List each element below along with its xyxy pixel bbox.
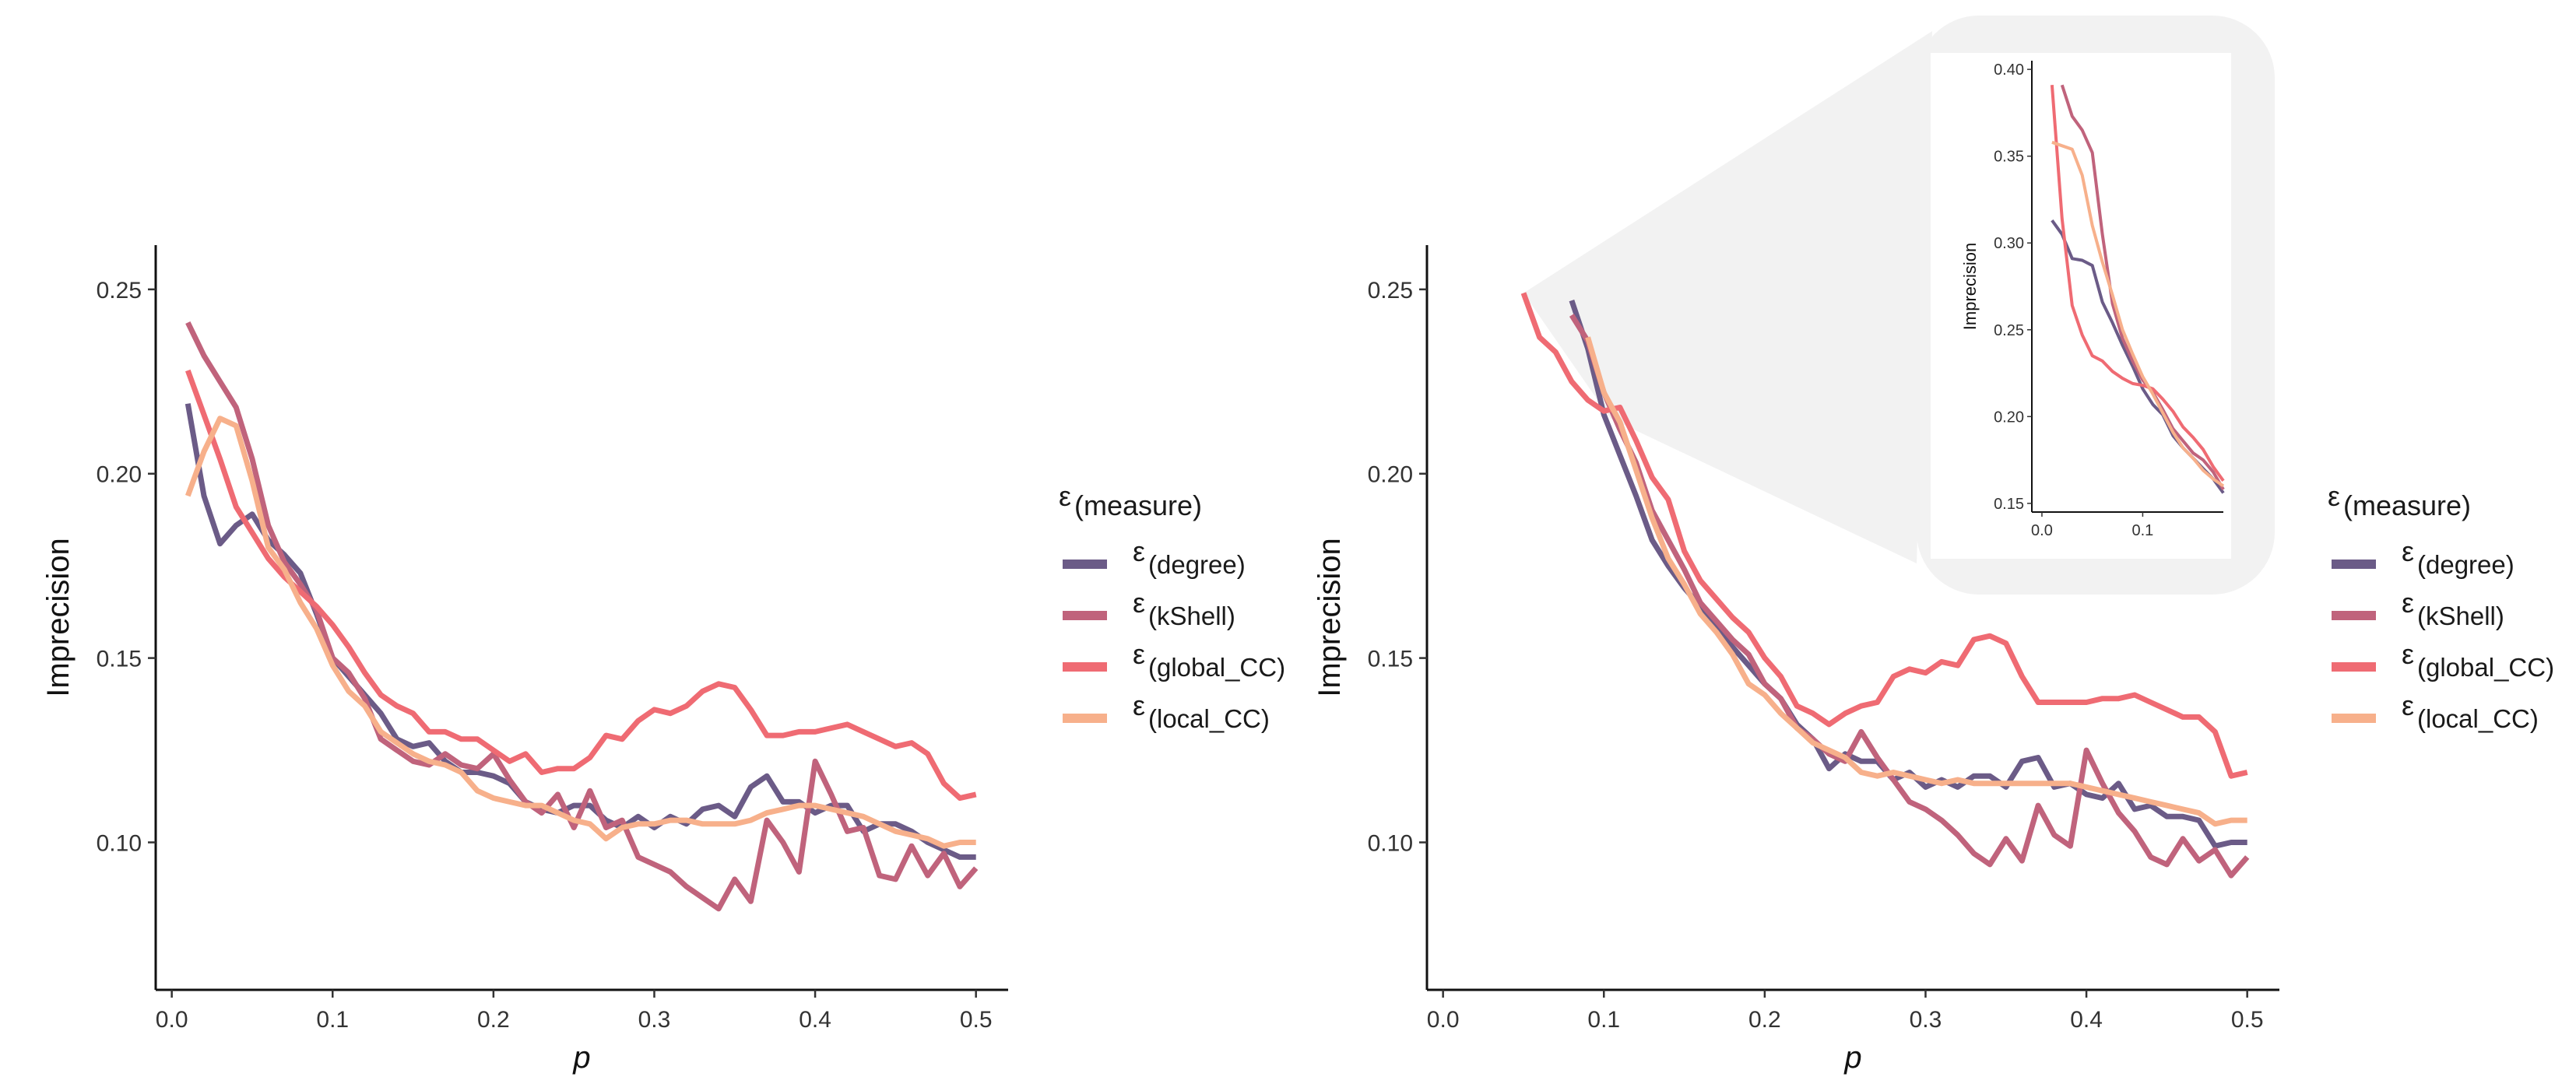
- legend-label: (global_CC): [1148, 653, 1285, 682]
- series-line-local_CC: [1585, 336, 2247, 827]
- x-tick-label: 0.5: [2231, 1007, 2264, 1033]
- legend-symbol: ε: [2402, 689, 2414, 721]
- inset-connector: [1523, 31, 1932, 563]
- legend-symbol: ε: [2402, 535, 2414, 567]
- legend-title-symbol: ε: [2328, 480, 2340, 512]
- chart-panel-1: 0.10 0.15 0.20 0.25 0.0 0.1 0.2 0.3 0.4 0.5 p Impre…: [41, 245, 1285, 1075]
- series-line-degree: [185, 403, 976, 860]
- y-tick-label: 0.20: [1368, 462, 1413, 488]
- x-tick-label: 0.4: [799, 1007, 831, 1033]
- x-tick-label: 0.0: [156, 1007, 188, 1033]
- x-tick-label: 0.1: [1587, 1007, 1620, 1033]
- inset-y-tick-label: 0.35: [1994, 149, 2024, 166]
- legend-symbol: ε: [1133, 535, 1145, 567]
- inset-y-axis-title: Imprecision: [1960, 243, 1980, 330]
- legend-label: (local_CC): [2417, 704, 2539, 733]
- series-line-global_CC: [1520, 292, 2248, 779]
- x-tick-label: 0.2: [1748, 1007, 1781, 1033]
- legend-label: (kShell): [2417, 602, 2504, 630]
- inset-x-tick-label: 0.0: [2031, 522, 2053, 539]
- y-tick-label: 0.10: [1368, 830, 1413, 856]
- series-line-local_CC: [185, 416, 976, 849]
- x-tick-label: 0.3: [1910, 1007, 1942, 1033]
- inset-x-tick-label: 0.1: [2132, 522, 2154, 539]
- y-tick-label: 0.25: [97, 278, 142, 303]
- inset-y-tick-label: 0.15: [1994, 496, 2024, 513]
- inset-y-tick-label: 0.30: [1994, 235, 2024, 252]
- inset-series-line-global_CC: [2050, 85, 2225, 482]
- inset-y-tick-label: 0.25: [1994, 322, 2024, 339]
- x-tick-label: 0.4: [2070, 1007, 2103, 1033]
- legend-label: (local_CC): [1148, 704, 1270, 733]
- legend-title-sub: (measure): [2343, 489, 2471, 521]
- inset-plot-area: [1931, 53, 2231, 559]
- x-tick-label: 0.1: [316, 1007, 349, 1033]
- inset-series-line-local_CC: [2051, 140, 2225, 488]
- x-tick-label: 0.5: [960, 1007, 993, 1033]
- legend-symbol: ε: [2402, 638, 2414, 670]
- legend-label: (kShell): [1148, 602, 1235, 630]
- inset-chart: 0.15 0.20 0.25 0.30 0.35 0.40 0.0 0.1 Imprecisio…: [1931, 53, 2231, 559]
- x-tick-label: 0.0: [1427, 1007, 1460, 1033]
- legend-symbol: ε: [2402, 587, 2414, 619]
- y-tick-label: 0.20: [97, 462, 142, 488]
- legend-label: (global_CC): [2417, 653, 2554, 682]
- legend-label: (degree): [2417, 550, 2514, 579]
- y-axis-title: Imprecision: [41, 538, 76, 697]
- legend: ε (measure)ε (degree)ε (kShell)ε (global_CC)…: [2328, 480, 2554, 733]
- inset-series-line-kShell: [2060, 84, 2225, 491]
- y-tick-label: 0.15: [97, 647, 142, 672]
- inset-y-tick-label: 0.20: [1994, 409, 2024, 426]
- legend-symbol: ε: [1133, 689, 1145, 721]
- legend-label: (degree): [1148, 550, 1246, 579]
- x-axis-title: p: [572, 1040, 590, 1075]
- legend-symbol: ε: [1133, 638, 1145, 670]
- inset-y-tick-label: 0.40: [1994, 61, 2024, 79]
- y-axis-title: Imprecision: [1313, 538, 1347, 697]
- y-tick-label: 0.10: [97, 830, 142, 856]
- chart-panel-2: 0.10 0.15 0.20 0.25 0.0 0.1 0.2 0.3 0.4 0.5 p Impre…: [1313, 16, 2554, 1075]
- legend: ε (measure)ε (degree)ε (kShell)ε (global_CC)…: [1059, 480, 1285, 733]
- legend-title-sub: (measure): [1074, 489, 1202, 521]
- y-tick-label: 0.15: [1368, 647, 1413, 672]
- series-line-kShell: [185, 321, 979, 912]
- series-line-kShell: [1569, 314, 2250, 879]
- x-tick-label: 0.2: [477, 1007, 510, 1033]
- legend-title-symbol: ε: [1059, 480, 1071, 512]
- x-axis-title: p: [1843, 1040, 1861, 1075]
- series-line-global_CC: [185, 369, 977, 802]
- legend-symbol: ε: [1133, 587, 1145, 619]
- x-tick-label: 0.3: [638, 1007, 671, 1033]
- y-tick-label: 0.25: [1368, 278, 1413, 303]
